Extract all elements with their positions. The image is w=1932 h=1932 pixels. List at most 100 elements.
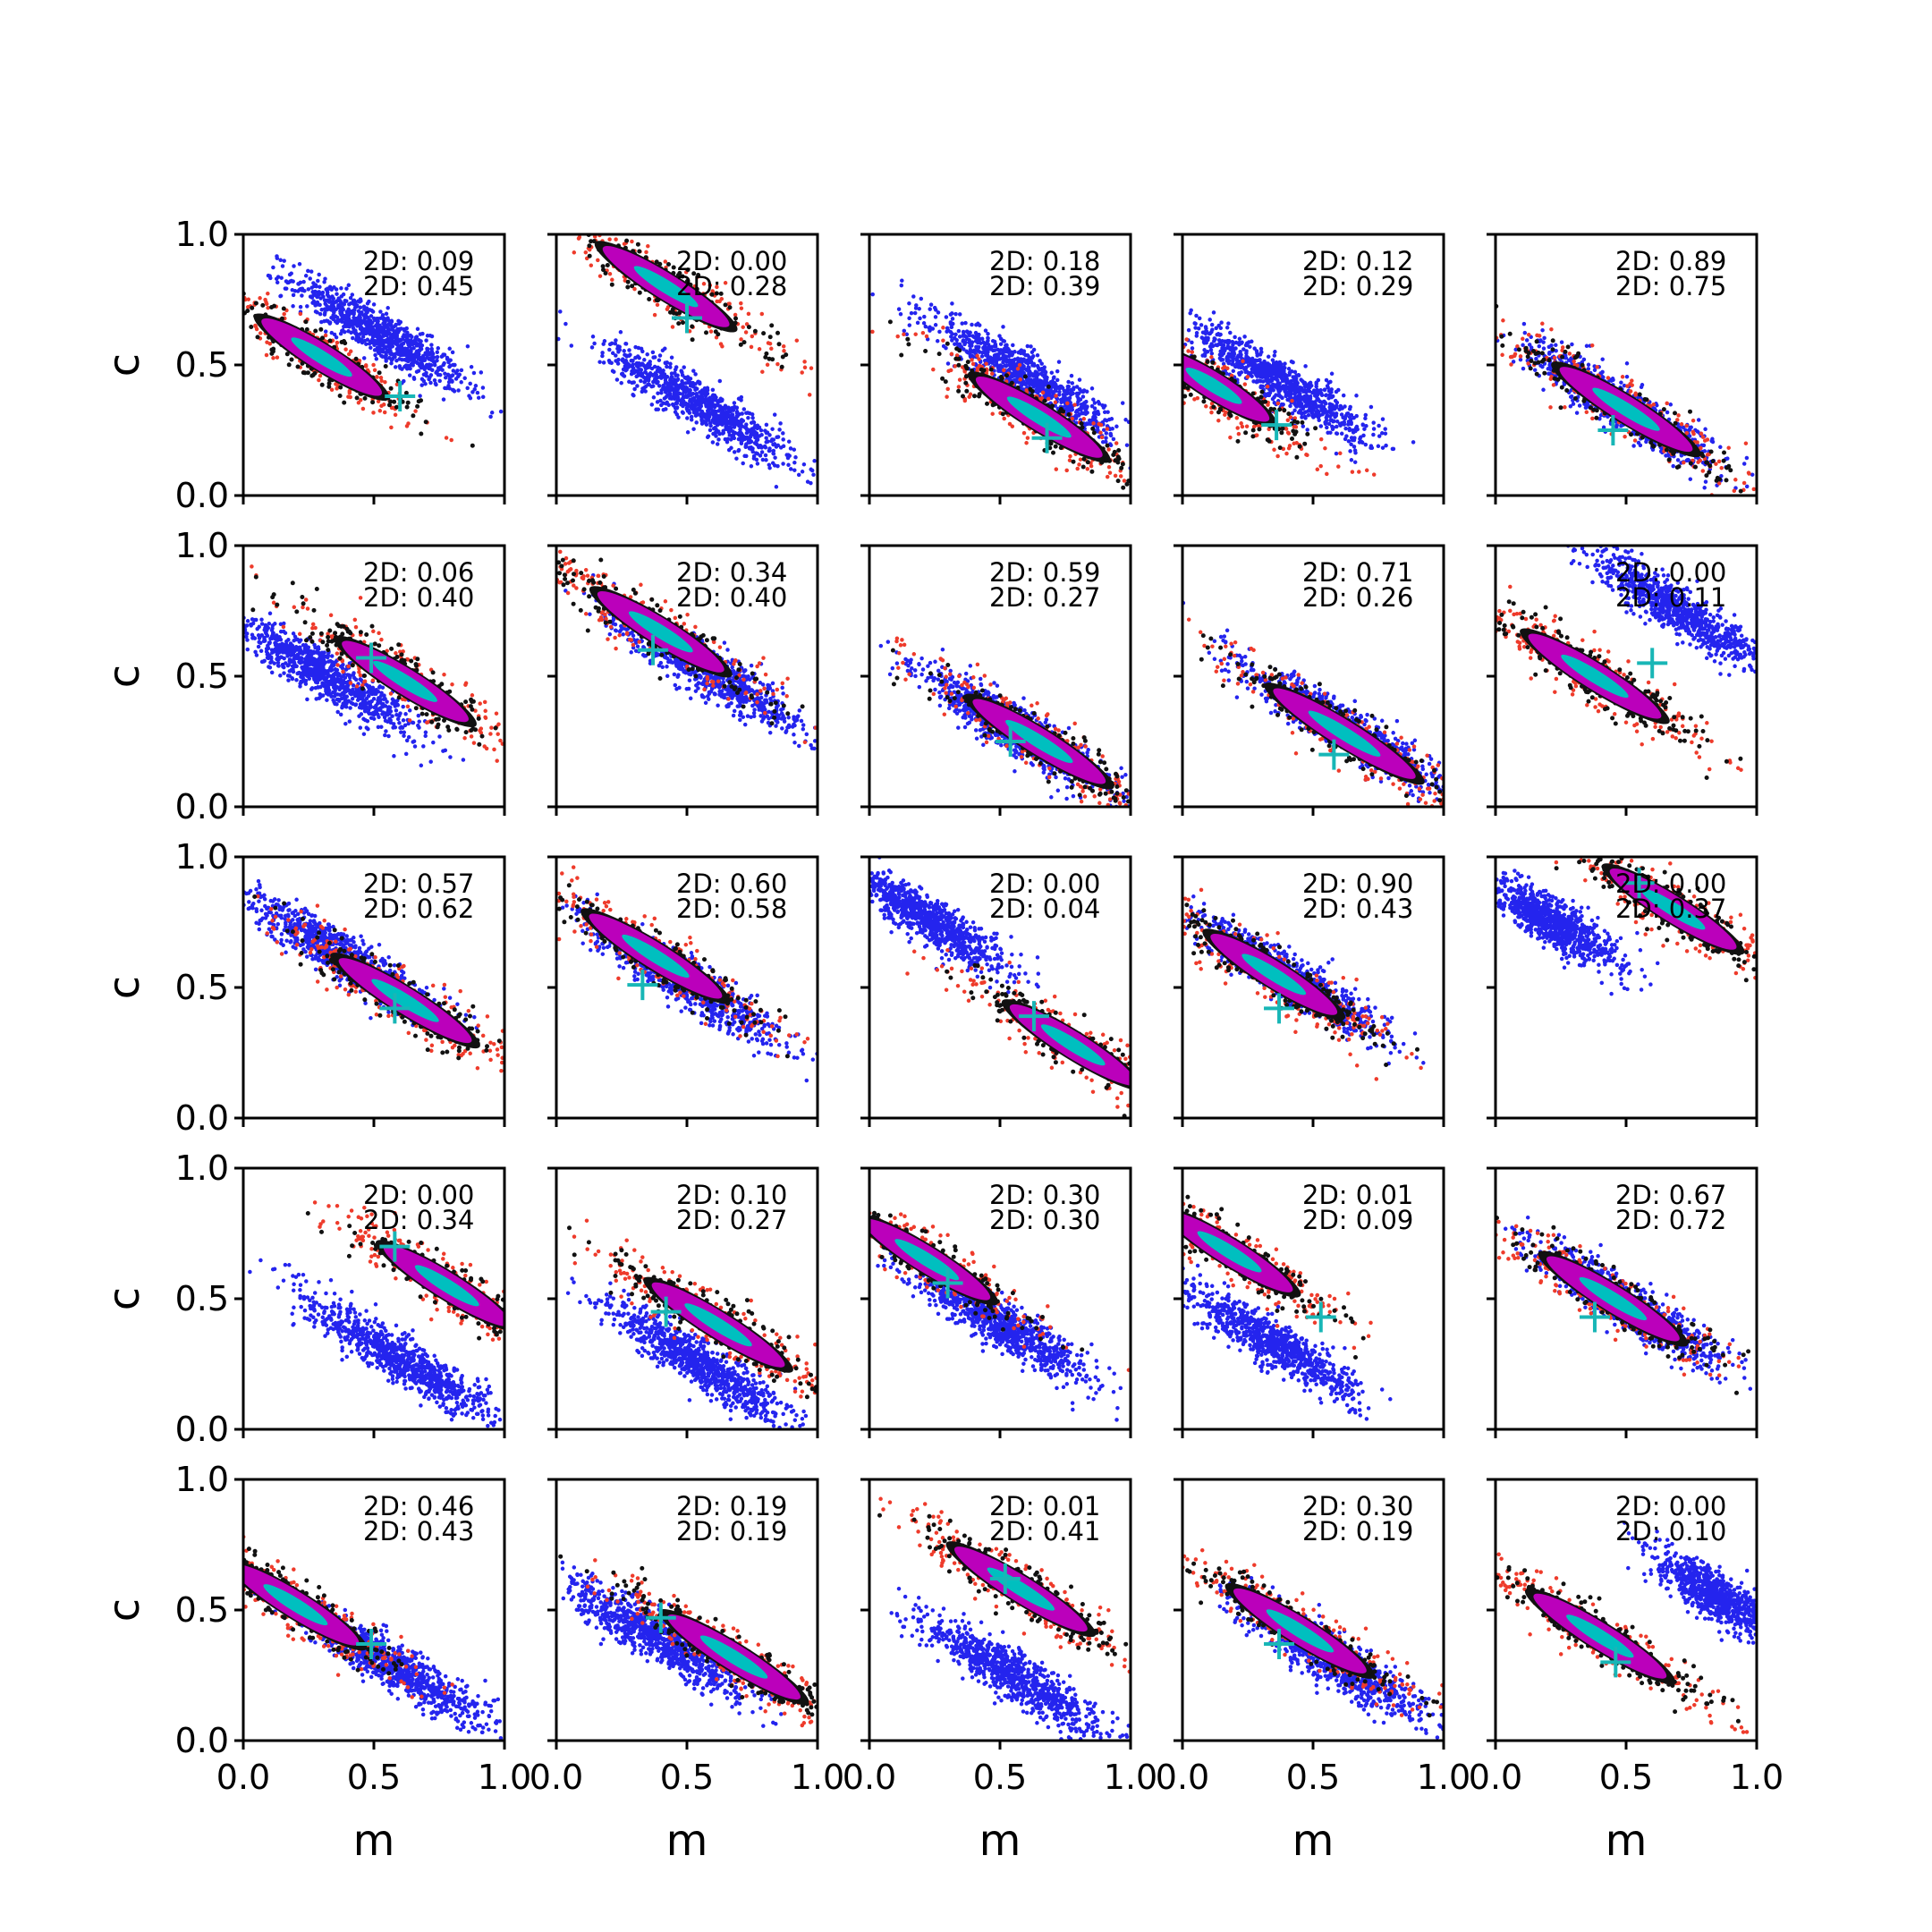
stat-label: 2D: 0.00 [676,246,787,276]
stat-label: 2D: 0.00 [1615,1491,1726,1521]
stat-label: 2D: 0.19 [676,1516,787,1546]
stat-label: 2D: 0.60 [676,869,787,899]
stat-label: 2D: 0.29 [1302,271,1413,301]
true-value-marker [1318,739,1350,770]
y-axis-label: c [99,665,149,688]
stat-label: 2D: 0.26 [1302,582,1413,613]
plot-area [558,1554,818,1728]
cyan-core [684,1303,752,1347]
plot-area [1496,1521,1757,1734]
stat-label: 2D: 0.11 [1615,582,1726,613]
stat-label: 2D: 0.62 [363,894,474,924]
blue-scatter [248,1258,503,1428]
plot-area [877,1496,1131,1741]
true-value-marker [672,302,702,334]
plot-area [1496,1215,1753,1395]
stat-label: 2D: 0.90 [1302,869,1413,899]
stat-label: 2D: 0.30 [1302,1491,1413,1521]
x-tick-label: 0.0 [530,1758,583,1797]
stat-label: 2D: 0.27 [676,1205,787,1235]
true-value-marker [1579,1301,1610,1333]
x-axis-label: m [979,1816,1021,1866]
stat-label: 2D: 0.43 [1302,894,1413,924]
cyan-core [1040,1024,1106,1066]
x-tick-label: 1.0 [1417,1758,1470,1797]
blue-scatter [1496,869,1660,996]
true-value-marker [1264,1628,1295,1659]
blue-scatter [565,1276,809,1429]
y-tick-label: 0.5 [175,657,229,696]
plot-area [556,549,818,751]
stat-label: 2D: 0.27 [989,582,1100,613]
blue-scatter [889,1586,1131,1741]
stat-label: 2D: 0.59 [989,557,1100,588]
plot-area [870,278,1131,490]
stat-label: 2D: 0.01 [989,1491,1100,1521]
cyan-core [1592,387,1660,431]
stat-label: 2D: 0.09 [1302,1205,1413,1235]
y-tick-label: 1.0 [175,1460,229,1499]
plot-area [243,878,504,1073]
true-value-marker [1637,648,1668,679]
blue-scatter [1623,1521,1757,1645]
cyan-core [291,337,352,377]
cyan-core [1308,710,1381,757]
stat-label: 2D: 0.19 [676,1491,787,1521]
true-value-marker [1264,993,1295,1024]
plot-area [243,564,504,768]
stat-label: 2D: 0.28 [676,271,787,301]
y-tick-label: 1.0 [175,526,229,565]
x-tick-label: 1.0 [1730,1758,1784,1797]
cyan-core [1185,367,1242,404]
stat-label: 2D: 0.43 [363,1516,474,1546]
stat-label: 2D: 0.39 [989,271,1100,301]
x-tick-label: 1.0 [1104,1758,1157,1797]
x-tick-label: 0.0 [843,1758,896,1797]
x-tick-label: 1.0 [478,1758,531,1797]
true-value-marker [356,642,387,674]
x-axis-label: m [1292,1816,1335,1866]
y-axis-label: c [99,976,149,999]
x-axis-label: m [353,1816,395,1866]
plot-area [556,865,818,1083]
stat-label: 2D: 0.40 [676,582,787,613]
blue-scatter [1182,308,1416,464]
plot-area [869,1210,1131,1422]
stat-label: 2D: 0.40 [363,582,474,613]
plot-area [556,234,817,489]
plot-area [1182,887,1426,1081]
true-value-marker [1018,1001,1049,1032]
cyan-core [1005,719,1073,764]
plot-area [878,636,1131,807]
cyan-core [1561,654,1629,699]
plot-area [1496,546,1757,780]
plot-area [869,857,1131,1118]
y-tick-label: 0.5 [175,968,229,1007]
true-value-marker [1597,415,1629,445]
true-value-marker [932,1267,963,1299]
stat-label: 2D: 0.12 [1302,246,1413,276]
true-value-marker [989,1563,1021,1594]
x-tick-label: 0.5 [1286,1758,1340,1797]
cyan-core [1266,1609,1335,1653]
blue-scatter [266,254,504,419]
cyan-core [622,934,690,979]
y-tick-label: 1.0 [175,837,229,877]
true-value-marker [645,1602,676,1633]
plot-area [1496,303,1757,496]
plot-area [248,1200,504,1428]
